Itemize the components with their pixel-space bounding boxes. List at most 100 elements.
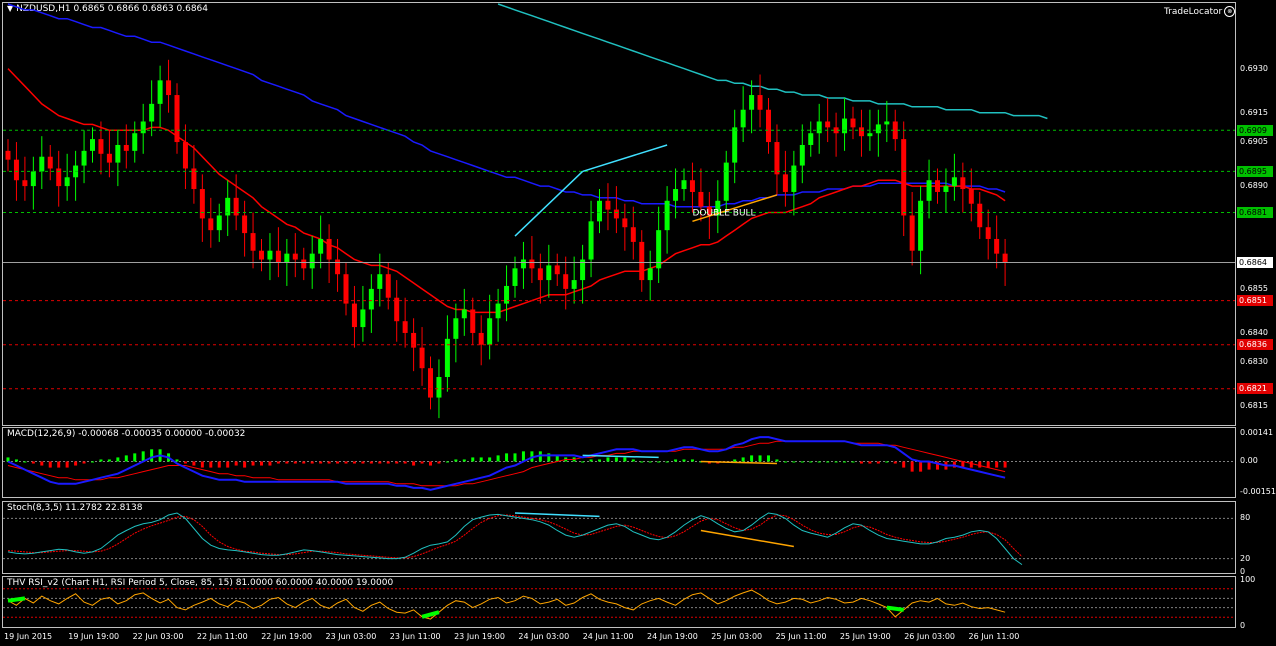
- candle-body: [309, 253, 315, 269]
- price-tick-label: 0.6905: [1240, 137, 1268, 147]
- macd-histogram-bar: [268, 461, 272, 466]
- macd-histogram-bar: [893, 461, 897, 464]
- candle-body: [90, 139, 95, 151]
- rsi-label: THV RSI_v2 (Chart H1, RSI Period 5, Clos…: [7, 578, 394, 588]
- candle-body: [901, 139, 907, 216]
- macd-histogram-bar: [665, 461, 669, 463]
- symbol-label: NZDUSD,H1: [16, 4, 71, 14]
- candle-body: [81, 150, 87, 166]
- rsi-signal-mark: [421, 610, 440, 619]
- candle-body: [115, 144, 121, 163]
- candle-body: [166, 80, 172, 96]
- dropdown-arrow-icon[interactable]: ▼: [7, 4, 14, 13]
- macd-histogram-bar: [302, 461, 306, 464]
- price-chart-pane[interactable]: ▼ NZDUSD,H1 0.6865 0.6866 0.6863 0.6864: [2, 2, 1236, 426]
- candle-body: [318, 238, 324, 254]
- level-badge-resistance: 0.6909: [1237, 124, 1273, 136]
- macd-histogram-bar: [800, 461, 804, 463]
- macd-histogram-bar: [581, 461, 585, 463]
- macd-trendline-cyan: [582, 454, 659, 459]
- candle-body: [563, 274, 569, 289]
- candle-body: [858, 127, 864, 137]
- rsi-pane[interactable]: THV RSI_v2 (Chart H1, RSI Period 5, Clos…: [2, 576, 1236, 628]
- macd-histogram-bar: [23, 461, 27, 463]
- macd-histogram-bar: [969, 461, 973, 468]
- level-badge-support: 0.6851: [1237, 295, 1273, 307]
- candle-body: [867, 133, 873, 137]
- macd-histogram-bar: [141, 451, 145, 462]
- time-tick-label: 26 Jun 11:00: [968, 632, 1020, 641]
- macd-histogram-bar: [674, 459, 678, 462]
- candle-body: [529, 259, 535, 269]
- candle-body: [935, 180, 940, 192]
- candle-body: [918, 200, 924, 251]
- candle-body: [301, 259, 307, 269]
- candle-body: [926, 180, 932, 201]
- candle-body: [774, 142, 780, 175]
- stoch-trendline-cyan: [514, 512, 600, 518]
- macd-histogram-bar: [403, 461, 407, 464]
- rsi-line: [7, 589, 1006, 620]
- macd-histogram-bar: [251, 461, 255, 466]
- candle-body: [656, 230, 662, 269]
- candle-body: [284, 253, 290, 263]
- candle-body: [132, 133, 138, 151]
- macd-tick-label: -0.00151: [1240, 487, 1276, 497]
- tradelocator-icon[interactable]: ⊗: [1224, 6, 1236, 17]
- candle-body: [808, 133, 814, 145]
- candle-body: [419, 347, 425, 369]
- candle-body: [140, 121, 146, 134]
- candle-body: [647, 268, 653, 281]
- price-tick-label: 0.6890: [1240, 181, 1268, 191]
- candle-body: [199, 189, 205, 219]
- macd-histogram-bar: [589, 459, 593, 462]
- tradelocator-label: TradeLocator: [1164, 7, 1223, 17]
- candle-body: [368, 288, 374, 310]
- macd-histogram-bar: [623, 457, 627, 462]
- time-tick-label: 24 Jun 11:00: [582, 632, 634, 641]
- time-tick-label: 22 Jun 11:00: [196, 632, 248, 641]
- candle-body: [698, 191, 704, 207]
- candle-body: [571, 280, 577, 289]
- macd-histogram-bar: [902, 461, 906, 468]
- price-tick-label: 0.6930: [1240, 63, 1268, 73]
- macd-histogram-bar: [648, 461, 652, 463]
- candle-body: [182, 142, 188, 169]
- macd-histogram-bar: [843, 461, 847, 463]
- time-tick-label: 23 Jun 19:00: [454, 632, 505, 641]
- macd-histogram-bar: [352, 461, 356, 464]
- candle-body: [994, 238, 1000, 254]
- stoch-tick-label: 20: [1240, 553, 1251, 563]
- macd-histogram-bar: [851, 461, 855, 463]
- macd-histogram-bar: [150, 449, 154, 462]
- macd-histogram-bar: [133, 453, 137, 462]
- macd-histogram-bar: [429, 461, 432, 466]
- candle-body: [157, 80, 163, 104]
- stoch-trendline-orange: [700, 529, 794, 548]
- price-tick-label: 0.6915: [1240, 107, 1268, 117]
- macd-tick-label: 0.00141: [1240, 427, 1274, 437]
- macd-histogram-bar: [978, 461, 982, 468]
- trendline-orange: [692, 194, 778, 223]
- candle-body: [673, 189, 679, 201]
- macd-histogram-bar: [741, 457, 745, 462]
- candle-body: [335, 259, 341, 275]
- ohlc-readout: 0.6865 0.6866 0.6863 0.6864: [73, 4, 209, 14]
- macd-histogram-bar: [243, 461, 247, 468]
- candle-body: [360, 309, 366, 328]
- stoch-pane[interactable]: Stoch(8,3,5) 11.2782 22.8138: [2, 501, 1236, 574]
- macd-histogram-bar: [707, 461, 711, 464]
- candle-body: [546, 265, 552, 281]
- macd-histogram-bar: [986, 461, 990, 468]
- candle-body: [985, 227, 991, 239]
- time-tick-label: 19 Jun 2015: [4, 632, 53, 641]
- macd-histogram-bar: [758, 455, 762, 462]
- candle-body: [520, 259, 526, 269]
- trendline-cyan-2: [582, 144, 668, 173]
- macd-histogram-bar: [775, 459, 779, 462]
- candle-body: [892, 121, 898, 140]
- macd-histogram-bar: [175, 459, 179, 462]
- macd-histogram-bar: [640, 461, 644, 463]
- tradelocator-widget[interactable]: TradeLocator ⊗: [1164, 6, 1236, 17]
- macd-pane[interactable]: MACD(12,26,9) -0.00068 -0.00035 0.00000 …: [2, 427, 1236, 498]
